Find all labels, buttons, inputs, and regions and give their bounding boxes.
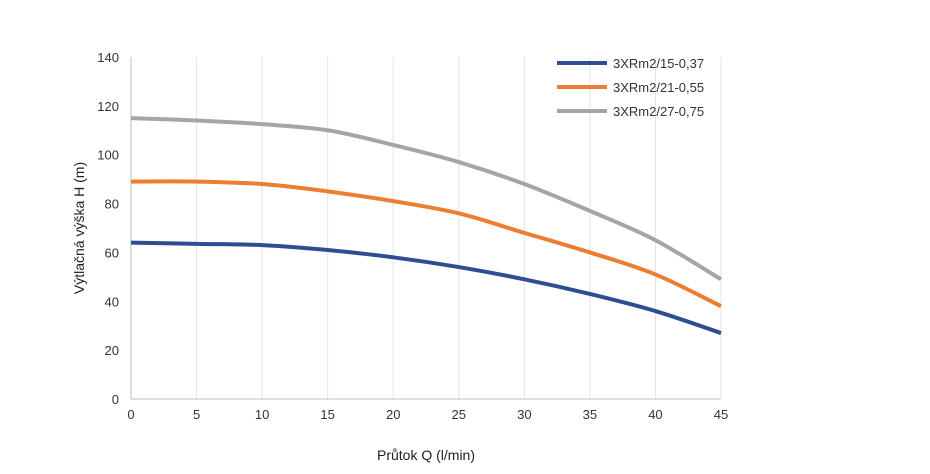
legend-item: 3XRm2/21-0,55	[557, 80, 704, 95]
y-tick-label: 60	[105, 245, 119, 260]
y-tick-label: 40	[105, 294, 119, 309]
x-tick-label: 45	[714, 407, 728, 422]
axis-layer: 0 5 10 15 20 25 30 35 40 45 0 20 40 60 80 100 120 140	[97, 50, 728, 422]
legend: 3XRm2/15-0,37 3XRm2/21-0,55 3XRm2/27-0,75	[557, 56, 704, 119]
y-tick-label: 20	[105, 343, 119, 358]
y-tick-label: 140	[97, 50, 119, 65]
x-tick-label: 10	[255, 407, 269, 422]
x-tick-label: 20	[386, 407, 400, 422]
y-tick-label: 80	[105, 197, 119, 212]
series-line-2	[130, 179, 722, 308]
x-tick-label: 0	[127, 407, 134, 422]
legend-item: 3XRm2/15-0,37	[557, 56, 704, 71]
y-tick-label: 0	[112, 392, 119, 407]
y-axis-title: Výtlačná výška H (m)	[71, 162, 87, 294]
x-axis-title: Průtok Q (l/min)	[377, 447, 475, 463]
series-line-1	[130, 240, 722, 335]
x-tick-label: 15	[320, 407, 334, 422]
legend-label: 3XRm2/21-0,55	[613, 80, 704, 95]
legend-label: 3XRm2/15-0,37	[613, 56, 704, 71]
legend-item: 3XRm2/27-0,75	[557, 104, 704, 119]
x-tick-label: 35	[583, 407, 597, 422]
x-tick-label: 40	[648, 407, 662, 422]
x-tick-label: 30	[517, 407, 531, 422]
x-tick-label: 5	[193, 407, 200, 422]
legend-label: 3XRm2/27-0,75	[613, 104, 704, 119]
y-tick-label: 100	[97, 148, 119, 163]
grid-layer	[196, 57, 722, 399]
y-tick-label: 120	[97, 99, 119, 114]
series-line-3	[130, 116, 723, 282]
x-tick-label: 25	[452, 407, 466, 422]
series-layer	[130, 116, 723, 335]
